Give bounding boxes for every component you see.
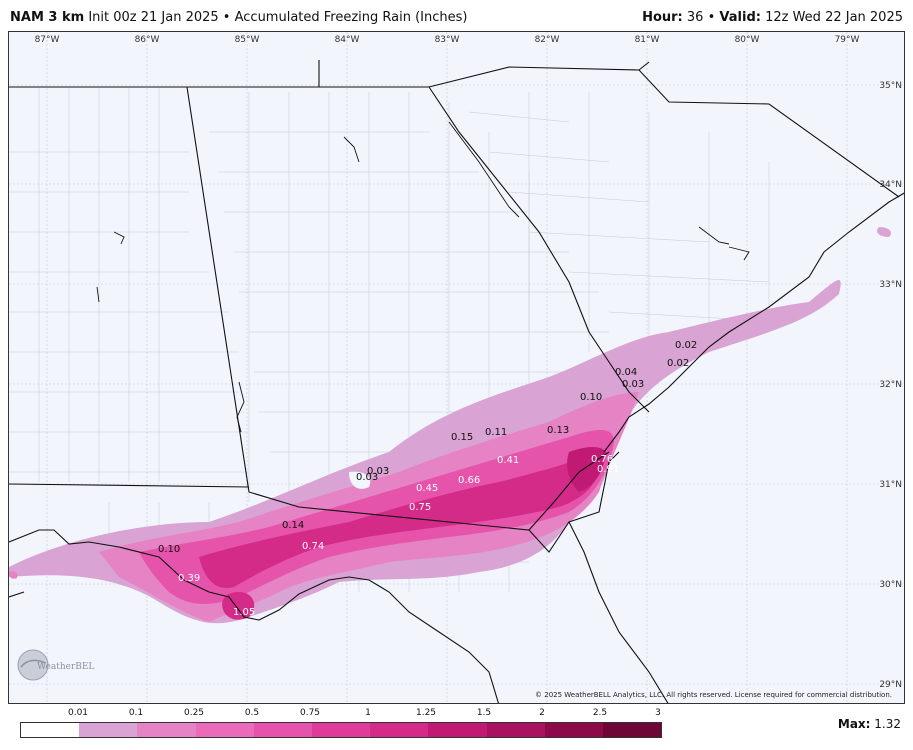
freezing-rain-shading [9, 227, 891, 624]
value-label: 0.10 [158, 544, 180, 555]
value-label: 0.03 [622, 379, 644, 390]
weatherbell-logo: WeatherBELL [15, 647, 95, 683]
header: NAM 3 km Init 00z 21 Jan 2025 • Accumula… [0, 0, 913, 30]
legend-swatch [428, 723, 487, 737]
value-label: 0.03 [356, 472, 378, 483]
legend-label: 0.1 [128, 708, 144, 718]
value-label: 0.45 [416, 483, 438, 494]
title: NAM 3 km Init 00z 21 Jan 2025 • Accumula… [10, 10, 468, 25]
lat-label: 32°N [879, 380, 902, 390]
lat-label: 33°N [879, 280, 902, 290]
legend-swatch [137, 723, 196, 737]
value-label: 0.02 [667, 358, 689, 369]
legend-swatch [21, 723, 80, 737]
svg-text:WeatherBELL: WeatherBELL [37, 662, 95, 672]
legend-swatch [370, 723, 429, 737]
lon-label: 85°W [235, 35, 260, 45]
max-value: Max: 1.32 [838, 717, 901, 731]
lon-label: 87°W [35, 35, 60, 45]
bullet-separator: • [222, 10, 231, 25]
value-label: 0.03 [367, 466, 389, 477]
value-label: 0.41 [497, 455, 519, 466]
legend-label: 0.5 [244, 708, 260, 718]
lon-label: 84°W [335, 35, 360, 45]
value-label: 0.39 [178, 573, 200, 584]
lat-label: 31°N [879, 480, 902, 490]
copyright: © 2025 WeatherBELL Analytics, LLC. All r… [535, 691, 892, 699]
legend-swatch [602, 723, 662, 737]
value-label: 0.11 [485, 427, 507, 438]
valid-label: Valid: [719, 10, 761, 25]
hour-value: 36 [686, 10, 704, 25]
value-labels: 0.02 0.02 0.04 0.03 0.10 0.13 0.15 0.11 … [158, 340, 697, 618]
lon-label: 79°W [835, 35, 860, 45]
value-label: 0.13 [547, 425, 569, 436]
bullet-separator-2: • [707, 10, 716, 25]
legend-label: 3 [655, 708, 661, 718]
legend-swatch [544, 723, 603, 737]
legend-label: 0.01 [67, 708, 89, 718]
max-label: Max: [837, 717, 871, 731]
value-label: 0.02 [675, 340, 697, 351]
value-label: 0.66 [458, 475, 480, 486]
valid-info: Hour: 36 • Valid: 12z Wed 22 Jan 2025 [642, 10, 903, 25]
legend-swatch [311, 723, 371, 737]
lon-label: 83°W [435, 35, 460, 45]
legend: 0.01 0.1 0.25 0.5 0.75 1 1.25 1.5 2 2.5 … [8, 706, 668, 746]
lon-label: 80°W [735, 35, 760, 45]
legend-label: 1.5 [476, 708, 492, 718]
value-label: 0.75 [409, 502, 431, 513]
value-label: 0.04 [615, 367, 637, 378]
value-label: 0.14 [282, 520, 304, 531]
legend-swatch [486, 723, 545, 737]
lon-label: 81°W [635, 35, 660, 45]
legend-label: 0.75 [299, 708, 321, 718]
logo-icon: WeatherBELL [17, 649, 95, 681]
value-label: 0.76 [591, 454, 613, 465]
legend-label: 1.25 [415, 708, 437, 718]
hour-label: Hour: [642, 10, 683, 25]
lat-label: 29°N [879, 680, 902, 690]
valid-value: 12z Wed 22 Jan 2025 [765, 10, 903, 25]
map-svg: 87°W 86°W 85°W 84°W 83°W 82°W 81°W 80°W … [9, 32, 904, 703]
value-label: 1.05 [233, 607, 255, 618]
map-panel[interactable]: 87°W 86°W 85°W 84°W 83°W 82°W 81°W 80°W … [8, 31, 905, 704]
lat-label: 34°N [879, 180, 902, 190]
max-number: 1.32 [874, 717, 901, 731]
rivers [96, 121, 750, 433]
value-label: 0.10 [580, 392, 602, 403]
legend-label: 1 [365, 708, 371, 718]
init-time: Init 00z 21 Jan 2025 [88, 10, 219, 25]
legend-labels: 0.01 0.1 0.25 0.5 0.75 1 1.25 1.5 2 2.5 … [8, 708, 668, 722]
legend-label: 0.25 [183, 708, 205, 718]
legend-color-bar [20, 722, 662, 738]
longitude-labels: 87°W 86°W 85°W 84°W 83°W 82°W 81°W 80°W … [35, 35, 860, 45]
model-name: NAM 3 km [10, 10, 85, 25]
latitude-labels: 35°N 34°N 33°N 32°N 31°N 30°N 29°N [879, 81, 902, 690]
value-label: 0.91 [597, 464, 619, 475]
legend-swatch [195, 723, 254, 737]
legend-label: 2.5 [592, 708, 608, 718]
lat-label: 30°N [879, 580, 902, 590]
legend-swatch [79, 723, 138, 737]
legend-swatch [253, 723, 312, 737]
lon-label: 82°W [535, 35, 560, 45]
state-borders [9, 60, 900, 553]
value-label: 0.15 [451, 432, 473, 443]
lat-label: 35°N [879, 81, 902, 91]
value-label: 0.74 [302, 541, 324, 552]
coastline [9, 192, 904, 703]
legend-label: 2 [539, 708, 545, 718]
lon-label: 86°W [135, 35, 160, 45]
product-name: Accumulated Freezing Rain (Inches) [234, 10, 468, 25]
